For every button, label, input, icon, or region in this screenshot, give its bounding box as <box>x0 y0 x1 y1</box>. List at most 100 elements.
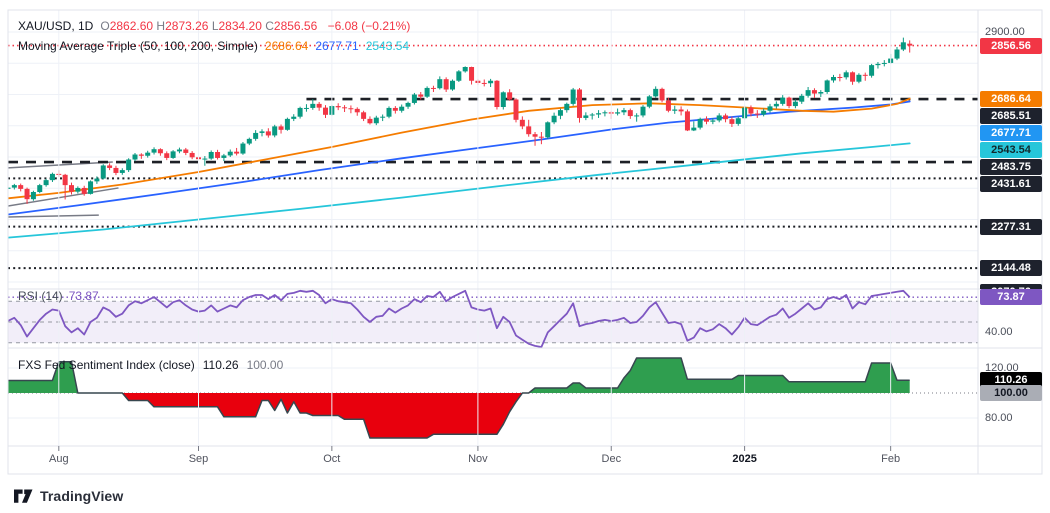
rsi-pane-layer <box>8 289 978 348</box>
rsi-indicator-label[interactable]: RSI (14) <box>18 289 63 303</box>
candle-body <box>481 82 487 84</box>
candle-body <box>43 180 49 186</box>
trendline[interactable] <box>8 161 113 169</box>
candle-body <box>869 65 875 76</box>
candle-body <box>316 103 322 108</box>
candle-body <box>297 107 303 117</box>
candle-body <box>545 122 551 138</box>
price-axis-badge: 73.87 <box>980 289 1042 306</box>
candle-body <box>716 115 722 121</box>
trendline[interactable] <box>8 187 119 207</box>
candle-body <box>456 71 462 81</box>
ma50-line[interactable] <box>8 97 911 200</box>
candle-body <box>418 94 424 97</box>
candle-body <box>577 89 582 118</box>
time-axis-month-label: Oct <box>323 453 341 465</box>
candle-body <box>240 143 246 154</box>
candle-body <box>272 126 278 136</box>
price-axis-badge: 2431.61 <box>980 175 1042 192</box>
ma100-line[interactable] <box>8 100 911 216</box>
trendline[interactable] <box>8 214 99 218</box>
candle-body <box>138 154 144 156</box>
candle-body <box>538 136 544 138</box>
candle-body <box>672 109 678 111</box>
ma-value: 2686.64 <box>264 39 309 53</box>
price-axis[interactable]: 2900.00 40.00 120.00 80.00 2856.56 2686.64 268… <box>979 0 1050 513</box>
candle-body <box>704 118 709 122</box>
ohlc-value: 2856.56 <box>273 19 321 33</box>
ma200-line[interactable] <box>8 142 911 239</box>
symbol-legend-row: XAU/USD, 1D O2862.60 H2873.26 L2834.20 C2… <box>18 19 410 33</box>
candle-body <box>843 72 849 78</box>
candle-body <box>215 152 221 158</box>
candle-body <box>221 155 227 158</box>
sentiment-indicator-label[interactable]: FXS Fed Sentiment Index (close) <box>18 358 195 372</box>
clipped-badge-wrap: 2070.76 <box>979 283 1045 289</box>
candle-body <box>907 43 913 46</box>
candle-body <box>392 107 398 111</box>
change-value: −6.08 (−0.21%) <box>327 19 411 33</box>
tradingview-attribution-text: TradingView <box>40 488 124 504</box>
candle-body <box>634 115 640 117</box>
time-axis[interactable]: Aug Sep Oct Nov Dec 2025 Feb <box>8 446 978 474</box>
candle-body <box>557 110 563 116</box>
candle-body <box>450 80 455 90</box>
candle-body <box>881 62 887 64</box>
axis-label: 40.00 <box>985 326 1013 339</box>
candle-body <box>170 151 176 158</box>
candle-body <box>900 42 906 50</box>
candle-body <box>799 95 805 102</box>
candle-body <box>723 115 729 120</box>
candle-body <box>107 165 113 168</box>
candle-body <box>37 185 43 192</box>
candle-body <box>678 109 684 112</box>
candle-body <box>811 90 817 94</box>
candle-body <box>323 107 328 115</box>
tradingview-logo-icon <box>14 489 33 503</box>
ohlc-key: C <box>265 19 274 33</box>
candle-body <box>176 149 182 152</box>
candle-body <box>596 113 602 115</box>
candle-body <box>342 107 348 109</box>
candle-body <box>88 181 94 194</box>
candle-body <box>894 49 900 59</box>
ohlc-value: 2862.60 <box>109 19 157 33</box>
candle-body <box>399 106 405 111</box>
candle-body <box>488 80 494 84</box>
ma-legend-row: Moving Average Triple (50, 100, 200, Sim… <box>18 39 409 53</box>
candle-body <box>24 188 30 200</box>
candle-body <box>335 106 341 108</box>
symbol-title[interactable]: XAU/USD, 1D <box>18 19 94 33</box>
candle-body <box>75 187 81 192</box>
candle-body <box>659 88 665 101</box>
candle-body <box>653 88 659 97</box>
ohlc-value: 2873.26 <box>165 19 212 33</box>
time-axis-month-label: Dec <box>601 453 622 465</box>
candle-body <box>627 110 633 117</box>
rsi-value: 73.87 <box>68 289 99 303</box>
sentiment-value: 110.26 <box>202 358 239 372</box>
ma-indicator-label[interactable]: Moving Average Triple (50, 100, 200, Sim… <box>18 39 258 53</box>
time-axis-month-label: Sep <box>188 453 209 465</box>
axis-label: 120.00 <box>985 362 1019 374</box>
candle-body <box>773 103 779 107</box>
price-axis-badge: 2070.76 <box>980 283 1042 289</box>
candle-body <box>119 170 125 173</box>
time-axis-month-label: Feb <box>881 453 901 465</box>
candle-body <box>831 77 836 81</box>
ma-value: 2677.71 <box>315 39 359 53</box>
sentiment-line[interactable] <box>8 357 910 439</box>
tradingview-attribution[interactable]: TradingView <box>14 485 123 507</box>
sentiment-legend-row: FXS Fed Sentiment Index (close) 110.26 100… <box>18 358 283 372</box>
candle-body <box>183 149 189 153</box>
candle-body <box>373 117 379 124</box>
candle-body <box>132 154 138 160</box>
candle-body <box>69 185 74 192</box>
candle-body <box>583 115 589 118</box>
candle-body <box>602 112 608 114</box>
rsi-line[interactable] <box>8 289 911 348</box>
candle-body <box>100 165 106 179</box>
candle-body <box>8 187 11 189</box>
